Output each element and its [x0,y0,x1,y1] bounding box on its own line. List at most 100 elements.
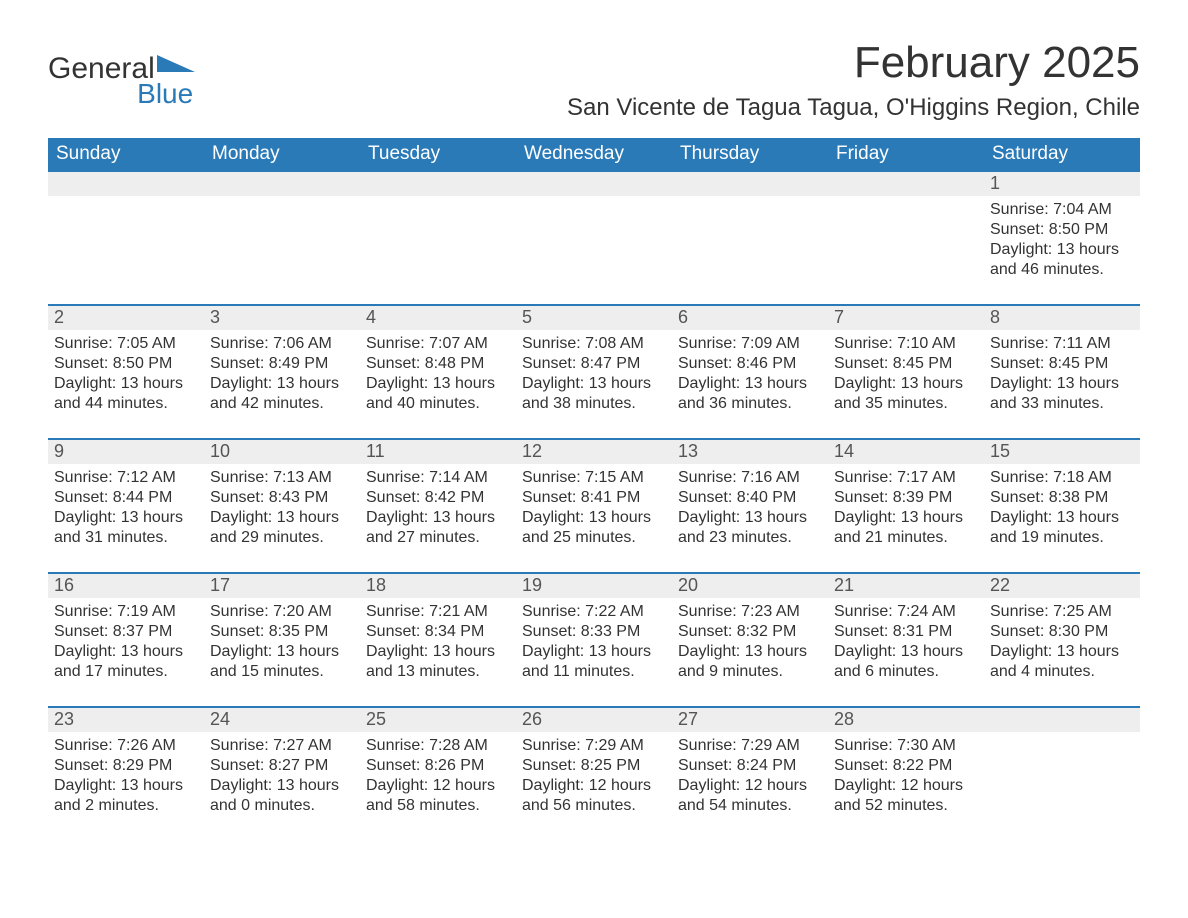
brand-logo: General Blue [48,52,195,110]
sunset-text: Sunset: 8:27 PM [210,756,354,776]
day-details: Sunrise: 7:21 AMSunset: 8:34 PMDaylight:… [360,598,516,688]
day-details: Sunrise: 7:14 AMSunset: 8:42 PMDaylight:… [360,464,516,554]
calendar-day-cell: 6Sunrise: 7:09 AMSunset: 8:46 PMDaylight… [672,304,828,438]
location-subtitle: San Vicente de Tagua Tagua, O'Higgins Re… [567,94,1140,122]
calendar-empty-cell [516,170,672,304]
day-number [984,706,1140,732]
calendar-day-cell: 19Sunrise: 7:22 AMSunset: 8:33 PMDayligh… [516,572,672,706]
sunset-text: Sunset: 8:24 PM [678,756,822,776]
day-number: 8 [984,304,1140,330]
sunset-text: Sunset: 8:49 PM [210,354,354,374]
calendar-day-cell: 1Sunrise: 7:04 AMSunset: 8:50 PMDaylight… [984,170,1140,304]
sunset-text: Sunset: 8:26 PM [366,756,510,776]
calendar-empty-cell [204,170,360,304]
calendar-week-row: 2Sunrise: 7:05 AMSunset: 8:50 PMDaylight… [48,304,1140,438]
daylight-text: Daylight: 13 hours and 6 minutes. [834,642,978,682]
sunset-text: Sunset: 8:39 PM [834,488,978,508]
day-number: 10 [204,438,360,464]
calendar-empty-cell [828,170,984,304]
sunrise-text: Sunrise: 7:06 AM [210,334,354,354]
sunrise-text: Sunrise: 7:21 AM [366,602,510,622]
calendar-day-cell: 9Sunrise: 7:12 AMSunset: 8:44 PMDaylight… [48,438,204,572]
day-number: 26 [516,706,672,732]
sunrise-text: Sunrise: 7:22 AM [522,602,666,622]
day-number: 9 [48,438,204,464]
day-number [360,170,516,196]
daylight-text: Daylight: 13 hours and 4 minutes. [990,642,1134,682]
sunrise-text: Sunrise: 7:27 AM [210,736,354,756]
day-details: Sunrise: 7:16 AMSunset: 8:40 PMDaylight:… [672,464,828,554]
weekday-header: Saturday [984,138,1140,170]
day-details: Sunrise: 7:08 AMSunset: 8:47 PMDaylight:… [516,330,672,420]
calendar-day-cell: 26Sunrise: 7:29 AMSunset: 8:25 PMDayligh… [516,706,672,840]
daylight-text: Daylight: 12 hours and 56 minutes. [522,776,666,816]
daylight-text: Daylight: 13 hours and 29 minutes. [210,508,354,548]
daylight-text: Daylight: 13 hours and 0 minutes. [210,776,354,816]
sunrise-text: Sunrise: 7:26 AM [54,736,198,756]
day-number: 1 [984,170,1140,196]
sunset-text: Sunset: 8:31 PM [834,622,978,642]
daylight-text: Daylight: 13 hours and 38 minutes. [522,374,666,414]
day-details: Sunrise: 7:24 AMSunset: 8:31 PMDaylight:… [828,598,984,688]
day-details: Sunrise: 7:05 AMSunset: 8:50 PMDaylight:… [48,330,204,420]
calendar-header-row: SundayMondayTuesdayWednesdayThursdayFrid… [48,138,1140,170]
day-number [204,170,360,196]
sunrise-text: Sunrise: 7:28 AM [366,736,510,756]
calendar-week-row: 23Sunrise: 7:26 AMSunset: 8:29 PMDayligh… [48,706,1140,840]
sunrise-text: Sunrise: 7:24 AM [834,602,978,622]
day-number: 17 [204,572,360,598]
sunrise-text: Sunrise: 7:30 AM [834,736,978,756]
day-number: 3 [204,304,360,330]
daylight-text: Daylight: 13 hours and 42 minutes. [210,374,354,414]
sunrise-text: Sunrise: 7:16 AM [678,468,822,488]
calendar-day-cell: 21Sunrise: 7:24 AMSunset: 8:31 PMDayligh… [828,572,984,706]
sunrise-text: Sunrise: 7:18 AM [990,468,1134,488]
sunrise-text: Sunrise: 7:29 AM [522,736,666,756]
day-number [516,170,672,196]
sunrise-text: Sunrise: 7:20 AM [210,602,354,622]
sunset-text: Sunset: 8:42 PM [366,488,510,508]
day-number: 22 [984,572,1140,598]
day-details: Sunrise: 7:29 AMSunset: 8:25 PMDaylight:… [516,732,672,822]
sunset-text: Sunset: 8:37 PM [54,622,198,642]
sunset-text: Sunset: 8:48 PM [366,354,510,374]
title-block: February 2025 San Vicente de Tagua Tagua… [567,30,1140,132]
sunset-text: Sunset: 8:25 PM [522,756,666,776]
daylight-text: Daylight: 13 hours and 11 minutes. [522,642,666,682]
calendar-day-cell: 28Sunrise: 7:30 AMSunset: 8:22 PMDayligh… [828,706,984,840]
daylight-text: Daylight: 13 hours and 21 minutes. [834,508,978,548]
sunrise-text: Sunrise: 7:29 AM [678,736,822,756]
daylight-text: Daylight: 13 hours and 33 minutes. [990,374,1134,414]
day-details: Sunrise: 7:12 AMSunset: 8:44 PMDaylight:… [48,464,204,554]
calendar-day-cell: 2Sunrise: 7:05 AMSunset: 8:50 PMDaylight… [48,304,204,438]
day-number: 7 [828,304,984,330]
weekday-header: Wednesday [516,138,672,170]
sunrise-text: Sunrise: 7:25 AM [990,602,1134,622]
calendar-day-cell: 25Sunrise: 7:28 AMSunset: 8:26 PMDayligh… [360,706,516,840]
daylight-text: Daylight: 13 hours and 46 minutes. [990,240,1134,280]
daylight-text: Daylight: 13 hours and 15 minutes. [210,642,354,682]
day-details: Sunrise: 7:28 AMSunset: 8:26 PMDaylight:… [360,732,516,822]
day-number: 18 [360,572,516,598]
sunset-text: Sunset: 8:44 PM [54,488,198,508]
calendar-week-row: 16Sunrise: 7:19 AMSunset: 8:37 PMDayligh… [48,572,1140,706]
calendar-day-cell: 8Sunrise: 7:11 AMSunset: 8:45 PMDaylight… [984,304,1140,438]
sunset-text: Sunset: 8:35 PM [210,622,354,642]
calendar-day-cell: 27Sunrise: 7:29 AMSunset: 8:24 PMDayligh… [672,706,828,840]
calendar-day-cell: 13Sunrise: 7:16 AMSunset: 8:40 PMDayligh… [672,438,828,572]
daylight-text: Daylight: 13 hours and 23 minutes. [678,508,822,548]
calendar-page: General Blue February 2025 San Vicente d… [0,0,1188,918]
sunset-text: Sunset: 8:38 PM [990,488,1134,508]
sunset-text: Sunset: 8:33 PM [522,622,666,642]
calendar-day-cell: 10Sunrise: 7:13 AMSunset: 8:43 PMDayligh… [204,438,360,572]
calendar-empty-cell [360,170,516,304]
sunrise-text: Sunrise: 7:09 AM [678,334,822,354]
sunrise-text: Sunrise: 7:05 AM [54,334,198,354]
daylight-text: Daylight: 13 hours and 36 minutes. [678,374,822,414]
weekday-header: Monday [204,138,360,170]
sunset-text: Sunset: 8:29 PM [54,756,198,776]
sunset-text: Sunset: 8:22 PM [834,756,978,776]
day-details: Sunrise: 7:10 AMSunset: 8:45 PMDaylight:… [828,330,984,420]
day-details: Sunrise: 7:13 AMSunset: 8:43 PMDaylight:… [204,464,360,554]
calendar-day-cell: 20Sunrise: 7:23 AMSunset: 8:32 PMDayligh… [672,572,828,706]
